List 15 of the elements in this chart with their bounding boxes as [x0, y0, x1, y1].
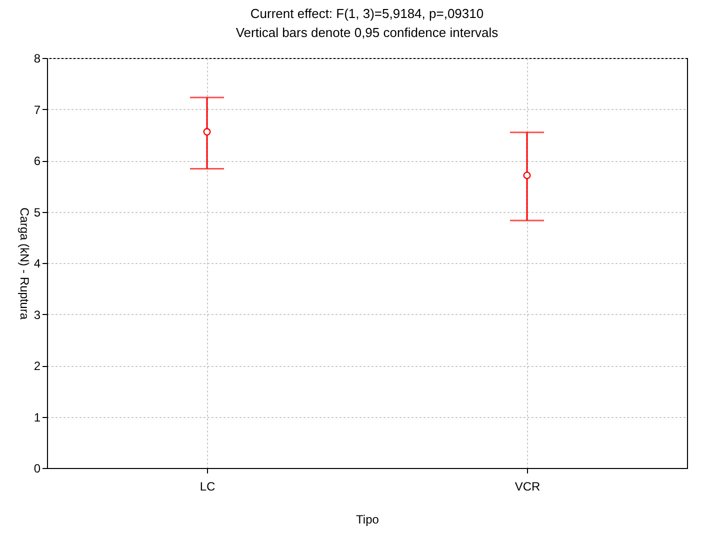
x-axis-title: Tipo [356, 512, 380, 526]
y-axis-title: Carga (kN) - Ruptura [18, 207, 32, 320]
x-tick-label: LC [200, 480, 216, 494]
y-tick-label: 3 [34, 308, 41, 322]
y-tick-label: 8 [34, 52, 41, 66]
y-tick-label: 6 [34, 154, 41, 168]
y-tick-label: 7 [34, 102, 41, 117]
y-tick-label: 1 [34, 410, 41, 424]
y-tick-label: 5 [34, 205, 41, 220]
chart-subtitle: Vertical bars denote 0,95 confidence intervals [236, 25, 499, 40]
chart-title: Current effect: F(1, 3)=5,9184, p=,09310 [250, 6, 484, 21]
y-tick-label: 0 [34, 462, 41, 476]
x-tick-label: VCR [514, 480, 540, 494]
y-tick-label: 2 [34, 359, 41, 373]
y-tick-label: 4 [34, 256, 41, 270]
